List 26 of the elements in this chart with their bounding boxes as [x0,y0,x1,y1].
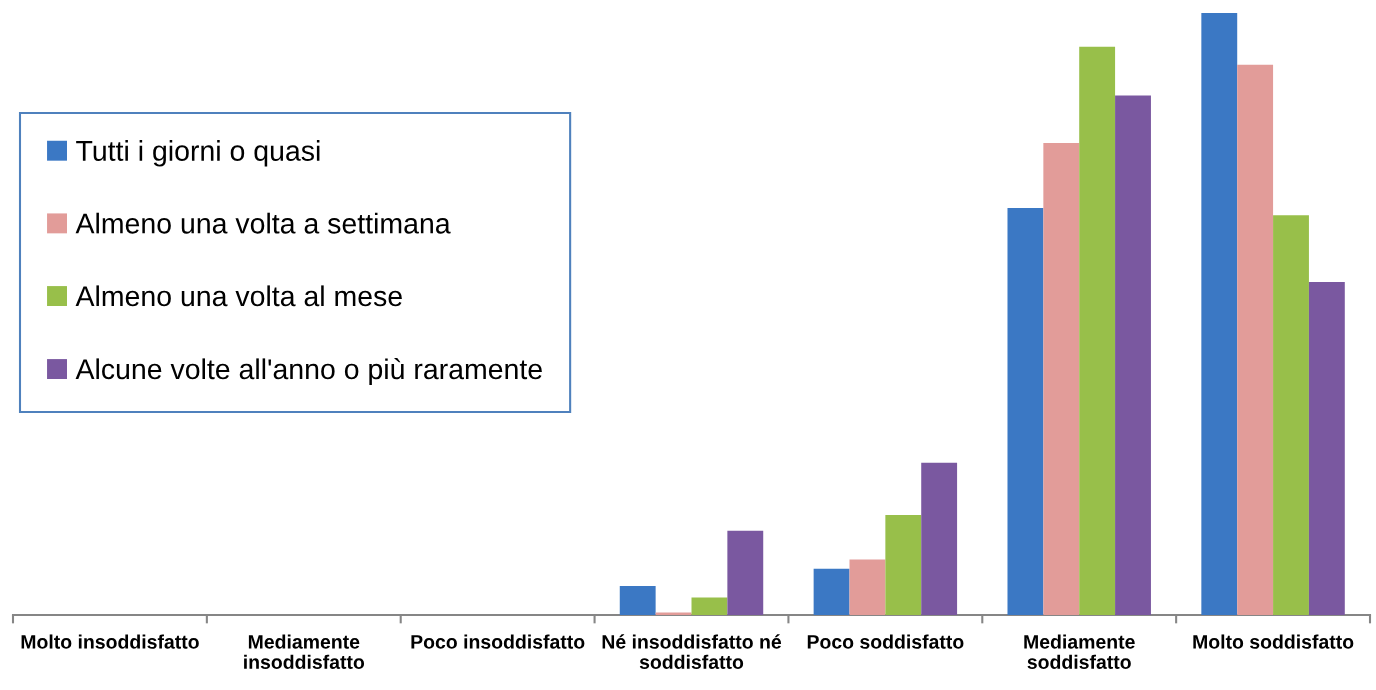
bar [1273,215,1309,615]
x-tick-label: Poco soddisfatto [807,634,964,649]
legend-label: Almeno una volta al mese [75,285,402,307]
x-tick-label: Né insoddisfatto né soddisfatto [602,634,782,669]
bar [1079,46,1116,615]
bar [849,559,886,615]
bar [727,530,764,615]
bar [1043,143,1080,615]
legend-label: Tutti i giorni o quasi [76,140,320,167]
x-tick-label: Mediamente soddisfatto [1024,634,1135,669]
bar [921,462,958,615]
bar [619,586,656,615]
bar [885,515,922,615]
bar [1201,13,1238,615]
x-tick-label: Mediamente insoddisfatto [244,634,365,669]
bar [691,597,728,615]
bar [1007,208,1044,615]
bar [1308,282,1345,615]
x-tick-label: Poco insoddisfatto [411,634,585,649]
bar [1237,64,1274,615]
legend-label: Almeno una volta a settimana [75,212,451,234]
legend-label: Alcune volte all'anno o più raramente [75,358,542,385]
bar [1115,95,1151,615]
x-tick-label: Molto insoddisfatto [21,634,199,649]
bar [813,568,850,615]
x-tick-label: Molto soddisfatto [1193,634,1354,649]
